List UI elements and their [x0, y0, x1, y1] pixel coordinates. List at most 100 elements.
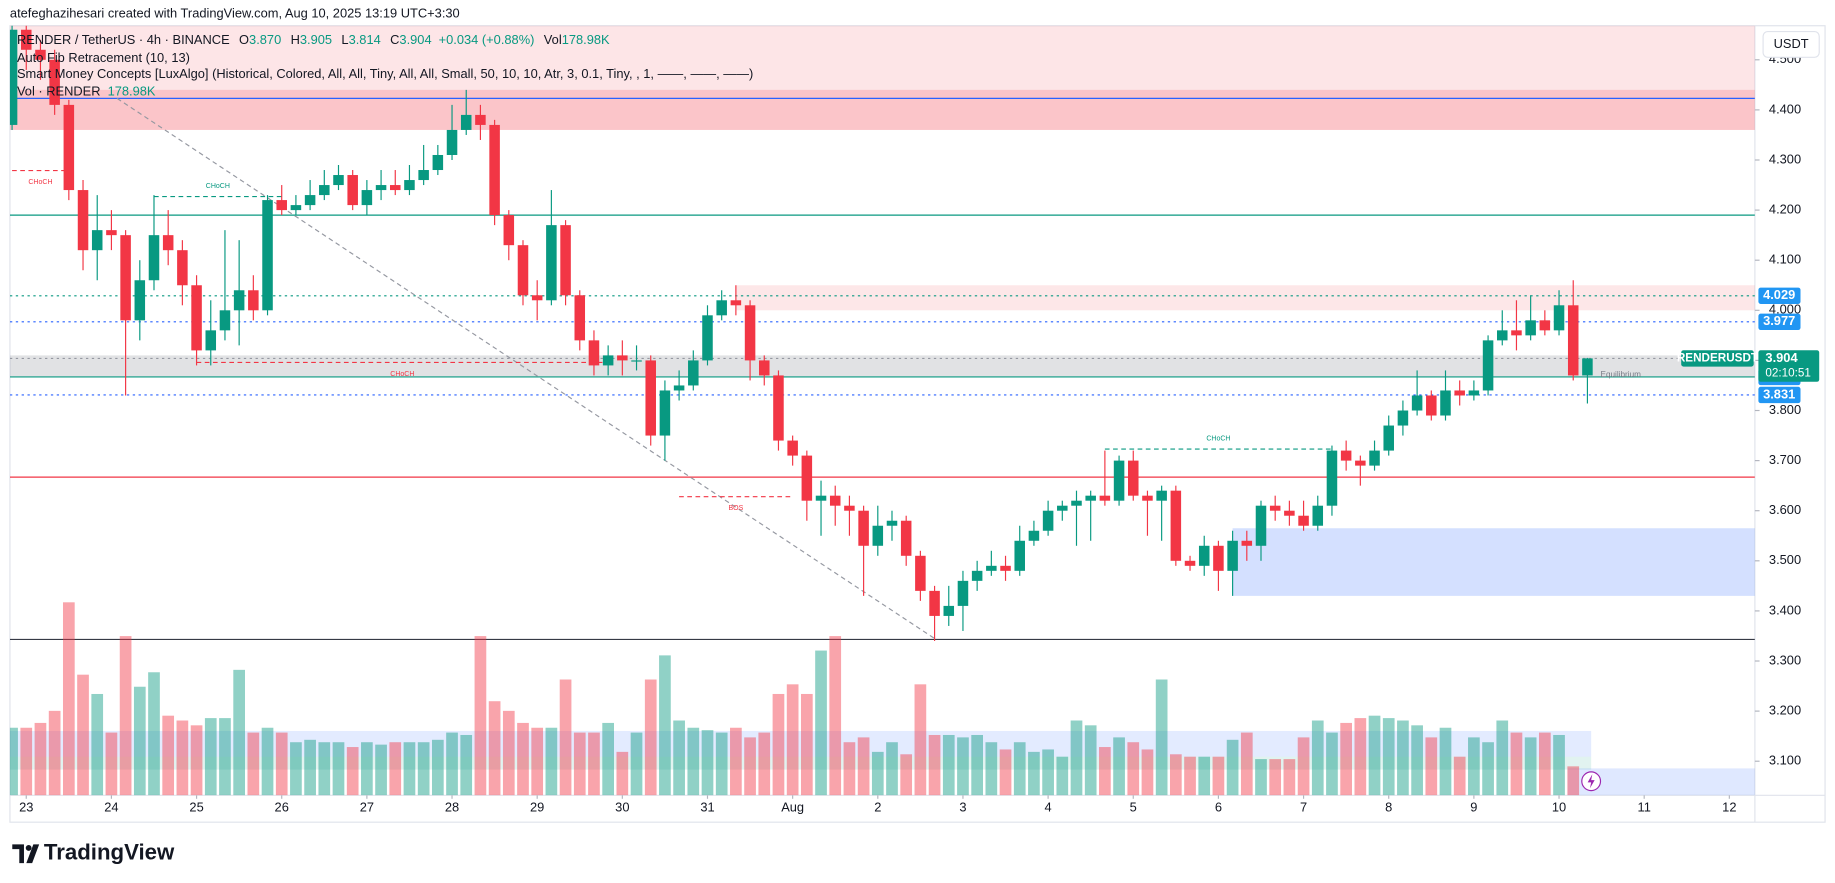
candle-body	[248, 290, 259, 311]
volume-bar	[417, 742, 430, 796]
volume-bar	[361, 742, 373, 796]
candle-body	[1497, 330, 1508, 341]
candle-body	[1184, 560, 1196, 566]
x-tick-label: 23	[19, 800, 33, 815]
candle-body	[432, 154, 444, 171]
readout-key: C	[390, 32, 399, 47]
readout-value: +0.034 (+0.88%)	[439, 32, 535, 47]
volume-bar	[1425, 737, 1438, 796]
volume-bar	[91, 693, 104, 796]
y-tick-label: 4.200	[1769, 201, 1801, 216]
volume-bar	[942, 734, 955, 796]
volume-bar	[1482, 742, 1494, 796]
candle-body	[574, 295, 586, 341]
structure-label: CHoCH	[390, 371, 414, 378]
price-label: 4.029	[1763, 287, 1795, 302]
volume-bar	[1198, 756, 1211, 796]
volume-bar	[545, 727, 558, 796]
equilibrium-label: Equilibrium	[1601, 370, 1642, 379]
x-tick-label: 24	[104, 800, 118, 815]
x-tick-label: 7	[1300, 800, 1307, 815]
volume-bar	[999, 749, 1012, 796]
candle-body	[546, 225, 557, 301]
candle-body	[503, 215, 515, 246]
volume-bar	[275, 732, 288, 796]
volume-bar	[659, 655, 671, 796]
y-tick-label: 3.700	[1769, 452, 1801, 467]
volume-bar	[1538, 732, 1551, 796]
volume-value: 178.98K	[108, 84, 156, 99]
volume-bar	[971, 734, 983, 796]
candle-body	[460, 114, 472, 130]
currency-box[interactable]	[1762, 30, 1820, 58]
volume-bar	[829, 636, 842, 796]
x-tick-label: 25	[189, 800, 203, 815]
y-tick-label: 3.100	[1769, 753, 1801, 768]
volume-bar	[474, 636, 487, 796]
last-price: 3.904	[1765, 350, 1798, 365]
candle-body	[1397, 410, 1409, 426]
volume-profile-band	[9, 756, 1592, 770]
y-tick-label: 4.300	[1769, 151, 1801, 166]
x-tick-label: 8	[1385, 800, 1392, 815]
currency[interactable]: USDT	[1774, 36, 1809, 51]
x-tick-label: Aug	[781, 800, 804, 815]
candle-body	[1071, 500, 1082, 506]
candle-body	[787, 440, 798, 456]
volume-bar	[1354, 718, 1367, 796]
candle-body	[319, 185, 330, 196]
candle-body	[77, 190, 89, 251]
candle-body	[886, 520, 898, 526]
candle-body	[758, 360, 770, 376]
x-tick-label: 29	[530, 800, 544, 815]
volume-bar	[460, 734, 473, 796]
x-tick-label: 3	[959, 800, 966, 815]
volume-bar	[304, 739, 316, 796]
volume-bar	[588, 732, 600, 796]
volume-bar	[843, 742, 856, 796]
volume-bar	[1240, 732, 1253, 796]
readout-value: 178.98K	[562, 32, 610, 47]
price-label-box	[1758, 386, 1801, 404]
volume-bar	[1184, 756, 1196, 796]
last-price-box	[1758, 350, 1820, 382]
volume-bar	[290, 742, 302, 796]
volume-bar	[219, 718, 231, 796]
readout-value: 3.870	[249, 32, 281, 47]
candle-body	[900, 520, 912, 556]
volume-bar	[1340, 722, 1352, 796]
candle-body	[333, 175, 344, 186]
candle-body	[1014, 540, 1025, 571]
volume-bar	[9, 727, 18, 796]
candle-body	[730, 300, 742, 306]
candle-body	[1525, 320, 1536, 336]
volume-bar	[644, 679, 657, 796]
volume-bar	[1397, 720, 1409, 796]
volume-bar	[1283, 759, 1296, 796]
x-tick-label: 2	[874, 800, 881, 815]
logo: TradingView	[12, 840, 175, 865]
zone	[1232, 528, 1755, 596]
candle-body	[20, 29, 32, 50]
volume-bar	[573, 732, 586, 796]
candle-body	[191, 285, 202, 351]
candle-body	[872, 525, 884, 546]
alert-bolt	[1587, 774, 1595, 789]
volume-bar	[616, 751, 629, 796]
candle-body	[35, 49, 46, 60]
candle-body	[1113, 460, 1125, 501]
credit: atefeghazihesari created with TradingVie…	[10, 5, 460, 20]
candle-body	[957, 580, 969, 606]
volume-bar	[1368, 715, 1381, 796]
candle-body	[986, 565, 997, 571]
volume-bar	[77, 674, 89, 796]
x-tick-label: 31	[700, 800, 714, 815]
zone	[735, 285, 1755, 311]
volume-bar	[375, 744, 387, 796]
volume-bar	[247, 732, 260, 796]
volume-bar	[744, 737, 756, 796]
volume-bar	[20, 727, 33, 796]
volume-bar	[1028, 751, 1040, 796]
volume-bar	[48, 710, 61, 796]
